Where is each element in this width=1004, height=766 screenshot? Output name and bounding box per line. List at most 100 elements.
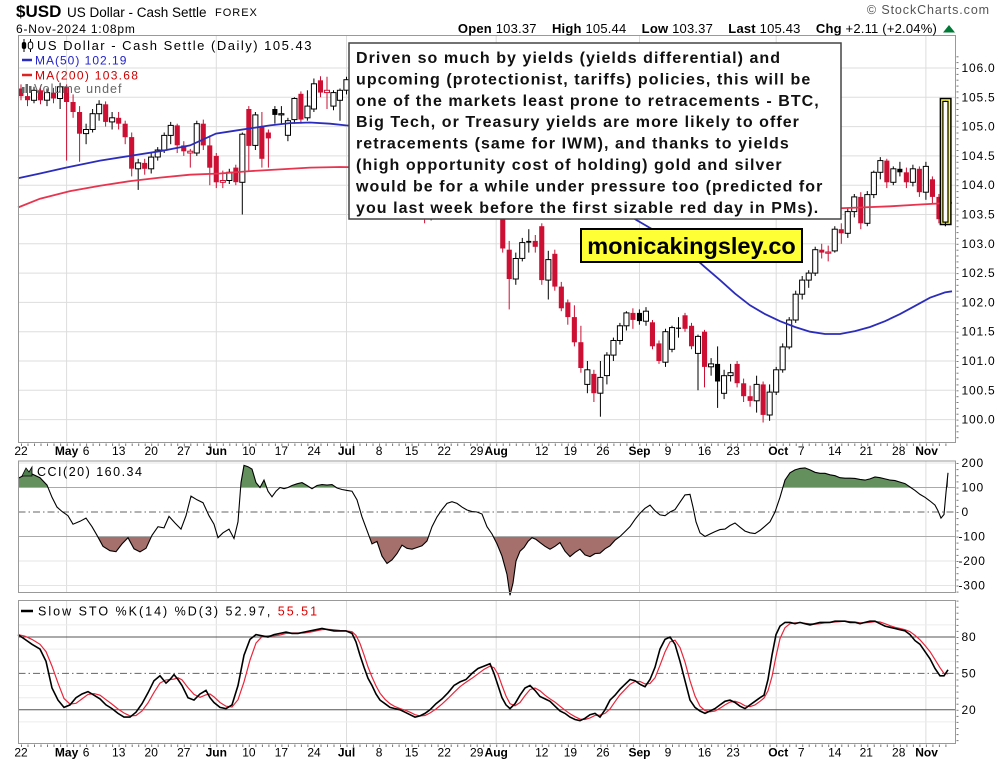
svg-text:CCI(20) 160.34: CCI(20) 160.34 <box>37 465 143 479</box>
svg-text:24: 24 <box>307 444 321 458</box>
svg-text:21: 21 <box>860 444 874 458</box>
svg-text:8: 8 <box>376 746 383 760</box>
svg-text:24: 24 <box>307 746 321 760</box>
svg-text:Jul: Jul <box>338 444 355 458</box>
svg-text:6: 6 <box>83 746 90 760</box>
svg-text:16: 16 <box>698 444 712 458</box>
svg-text:80: 80 <box>962 630 977 644</box>
svg-text:28: 28 <box>892 444 906 458</box>
svg-text:9: 9 <box>665 746 672 760</box>
svg-text:$USD: $USD <box>16 2 61 21</box>
svg-text:6: 6 <box>83 444 90 458</box>
svg-text:Slow STO %K(14) %D(3) 52.97, 5: Slow STO %K(14) %D(3) 52.97, 55.51 <box>38 605 319 619</box>
svg-text:12: 12 <box>535 444 549 458</box>
svg-text:20: 20 <box>145 746 159 760</box>
svg-text:29: 29 <box>470 444 484 458</box>
svg-text:200: 200 <box>962 456 984 470</box>
svg-text:0: 0 <box>962 505 969 519</box>
svg-text:100.0: 100.0 <box>962 413 996 427</box>
svg-text:US Dollar - Cash Settle: US Dollar - Cash Settle <box>67 5 207 20</box>
svg-text:US Dollar - Cash Settle (Daily: US Dollar - Cash Settle (Daily) 105.43 <box>37 38 313 53</box>
svg-text:would be for a while under pre: would be for a while under pressure too … <box>355 178 823 195</box>
svg-text:15: 15 <box>405 746 419 760</box>
svg-text:10: 10 <box>242 746 256 760</box>
svg-text:Oct: Oct <box>768 746 788 760</box>
svg-text:7: 7 <box>798 746 805 760</box>
svg-text:15: 15 <box>405 444 419 458</box>
svg-text:FOREX: FOREX <box>215 7 258 19</box>
svg-text:Aug: Aug <box>485 444 508 458</box>
svg-text:23: 23 <box>726 746 740 760</box>
svg-text:28: 28 <box>892 746 906 760</box>
svg-text:upcoming (protectionist, tarif: upcoming (protectionist, tariffs) polici… <box>356 71 811 88</box>
svg-text:-100: -100 <box>959 530 986 544</box>
svg-text:14: 14 <box>828 746 842 760</box>
svg-text:Sep: Sep <box>628 444 650 458</box>
svg-text:102.0: 102.0 <box>962 295 996 309</box>
svg-text:Jun: Jun <box>206 746 227 760</box>
svg-text:13: 13 <box>112 746 126 760</box>
svg-text:7: 7 <box>798 444 805 458</box>
svg-text:monicakingsley.co: monicakingsley.co <box>587 233 796 259</box>
svg-text:Driven so much by yields (yiel: Driven so much by yields (yields differe… <box>356 50 781 67</box>
svg-text:Oct: Oct <box>768 444 788 458</box>
svg-text:Volume undef: Volume undef <box>34 82 122 96</box>
svg-text:MA(200) 103.68: MA(200) 103.68 <box>35 69 139 83</box>
svg-text:Open 103.37 High 105.44: Open 103.37 High 105.44 Low 103.37 Last … <box>458 21 937 36</box>
svg-text:retracements (same for IWM), a: retracements (same for IWM), and thanks … <box>356 136 790 153</box>
svg-text:12: 12 <box>535 746 549 760</box>
svg-text:Jul: Jul <box>338 746 355 760</box>
svg-text:© StockCharts.com: © StockCharts.com <box>867 3 990 17</box>
svg-text:Jun: Jun <box>206 444 227 458</box>
svg-text:27: 27 <box>177 444 191 458</box>
svg-text:6-Nov-2024 1:08pm: 6-Nov-2024 1:08pm <box>16 22 136 36</box>
svg-text:29: 29 <box>470 746 484 760</box>
svg-text:104.5: 104.5 <box>962 149 996 163</box>
svg-text:101.5: 101.5 <box>962 325 996 339</box>
svg-text:8: 8 <box>376 444 383 458</box>
svg-text:May: May <box>55 444 79 458</box>
svg-text:102.5: 102.5 <box>962 266 996 280</box>
svg-text:100: 100 <box>962 481 984 495</box>
svg-text:19: 19 <box>564 444 578 458</box>
svg-text:101.0: 101.0 <box>962 354 996 368</box>
svg-text:26: 26 <box>596 746 610 760</box>
svg-text:16: 16 <box>698 746 712 760</box>
svg-text:one of the markets least prone: one of the markets least prone to retrac… <box>356 93 820 110</box>
svg-text:103.5: 103.5 <box>962 208 996 222</box>
svg-text:104.0: 104.0 <box>962 178 996 192</box>
svg-text:23: 23 <box>726 444 740 458</box>
svg-text:17: 17 <box>275 444 289 458</box>
svg-text:27: 27 <box>177 746 191 760</box>
svg-text:May: May <box>55 746 79 760</box>
svg-text:20: 20 <box>962 703 977 717</box>
svg-text:100.5: 100.5 <box>962 383 996 397</box>
svg-text:22: 22 <box>438 444 452 458</box>
svg-text:13: 13 <box>112 444 126 458</box>
svg-text:Nov: Nov <box>915 444 938 458</box>
svg-text:Sep: Sep <box>628 746 650 760</box>
svg-text:19: 19 <box>564 746 578 760</box>
svg-text:17: 17 <box>275 746 289 760</box>
svg-text:21: 21 <box>860 746 874 760</box>
svg-text:22: 22 <box>438 746 452 760</box>
svg-text:103.0: 103.0 <box>962 237 996 251</box>
svg-text:-200: -200 <box>959 554 986 568</box>
svg-text:22: 22 <box>14 746 28 760</box>
svg-text:10: 10 <box>242 444 256 458</box>
svg-text:26: 26 <box>596 444 610 458</box>
svg-text:106.0: 106.0 <box>962 61 996 75</box>
svg-text:(high opportunity cost of hold: (high opportunity cost of holding) gold … <box>356 157 783 174</box>
svg-text:105.0: 105.0 <box>962 120 996 134</box>
svg-text:105.5: 105.5 <box>962 90 996 104</box>
svg-text:20: 20 <box>145 444 159 458</box>
svg-text:Nov: Nov <box>915 746 938 760</box>
svg-text:Aug: Aug <box>485 746 508 760</box>
svg-text:-300: -300 <box>959 579 986 593</box>
svg-text:14: 14 <box>828 444 842 458</box>
svg-text:you last week before the first: you last week before the first sizable r… <box>356 200 819 217</box>
svg-text:Big Tech, or Treasury yields a: Big Tech, or Treasury yields are more li… <box>356 114 800 131</box>
svg-text:MA(50) 102.19: MA(50) 102.19 <box>35 54 127 68</box>
svg-text:50: 50 <box>962 666 977 680</box>
svg-text:9: 9 <box>665 444 672 458</box>
